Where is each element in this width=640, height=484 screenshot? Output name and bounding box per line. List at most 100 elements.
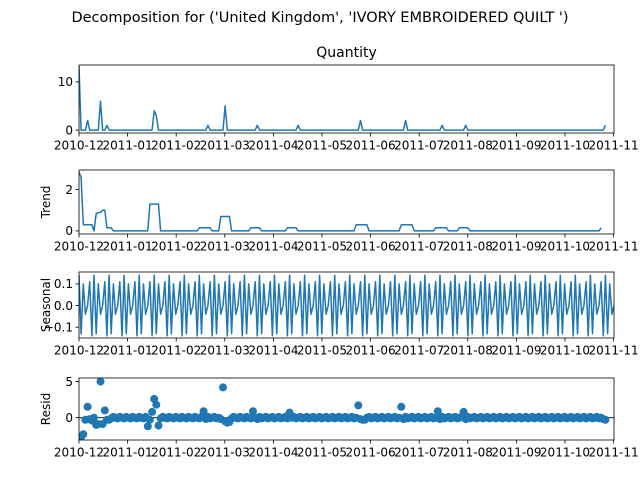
x-tick-label: 2011-07	[394, 344, 444, 358]
x-tick-label: 2011-01	[103, 139, 153, 153]
series-line	[79, 171, 602, 232]
resid-point	[459, 407, 468, 416]
plot-area	[79, 274, 614, 337]
x-tick-label: 2011-10	[540, 446, 590, 460]
x-tick-label: 2011-09	[491, 344, 541, 358]
x-tick-label: 2011-04	[248, 446, 298, 460]
x-tick-label: 2011-06	[346, 139, 396, 153]
resid-point	[152, 400, 161, 409]
subplot-4: Resid 052010-122011-012011-022011-032011-…	[39, 375, 639, 460]
resid-point	[83, 402, 92, 411]
subplot-2: Trend022010-122011-012011-022011-032011-…	[39, 169, 639, 254]
x-tick-label: 2011-03	[200, 240, 250, 254]
resid-point	[360, 415, 369, 424]
y-axis-label: Resid	[39, 393, 53, 425]
y-tick-label: 10	[58, 75, 73, 89]
y-tick-label: −0.1	[44, 320, 73, 334]
resid-point	[601, 415, 610, 424]
y-axis-label: Trend	[39, 186, 53, 220]
series-line	[79, 65, 607, 131]
y-tick-label: 5	[65, 375, 73, 389]
x-tick-label: 2011-03	[200, 139, 250, 153]
x-tick-label: 2011-08	[443, 240, 493, 254]
axes-frame	[78, 377, 615, 441]
x-tick-label: 2010-12	[54, 139, 104, 153]
figure-suptitle: Decomposition for ('United Kingdom', 'IV…	[71, 10, 568, 26]
resid-point	[105, 415, 114, 424]
resid-point	[225, 418, 234, 426]
x-tick-label: 2011-08	[443, 344, 493, 358]
resid-point	[143, 422, 152, 431]
x-tick-label: 2011-09	[491, 446, 541, 460]
y-tick-label: 0	[65, 224, 73, 238]
x-tick-label: 2011-05	[297, 344, 347, 358]
x-tick-label: 2011-10	[540, 344, 590, 358]
subplot-title: Quantity	[316, 45, 377, 61]
resid-point	[145, 415, 154, 424]
resid-point	[100, 406, 109, 415]
x-tick-label: 2011-01	[103, 344, 153, 358]
resid-point	[219, 383, 227, 392]
resid-point	[148, 407, 157, 416]
resid-point	[433, 407, 442, 416]
x-tick-label: 2011-07	[394, 240, 444, 254]
x-tick-label: 2011-04	[248, 139, 298, 153]
x-tick-label: 2011-01	[103, 446, 153, 460]
resid-point	[397, 402, 406, 411]
axes-frame	[78, 169, 615, 235]
axes-frame	[78, 271, 615, 339]
x-tick-label: 2011-09	[491, 139, 541, 153]
x-tick-label: 2011-06	[346, 240, 396, 254]
x-tick-label: 2011-09	[491, 240, 541, 254]
resid-point	[96, 378, 105, 386]
x-tick-label: 2011-11	[589, 344, 639, 358]
x-tick-label: 2011-11	[589, 139, 639, 153]
axes-frame	[78, 64, 615, 134]
x-tick-label: 2011-05	[297, 240, 347, 254]
y-tick-label: 0.1	[54, 277, 73, 291]
x-tick-label: 2011-11	[589, 446, 639, 460]
x-tick-label: 2011-04	[248, 240, 298, 254]
resid-point	[199, 407, 208, 416]
x-tick-label: 2011-08	[443, 139, 493, 153]
x-tick-label: 2011-02	[151, 139, 201, 153]
x-tick-label: 2011-08	[443, 446, 493, 460]
x-tick-label: 2011-03	[200, 446, 250, 460]
subplot-panels: Quantity0102010-122011-012011-022011-032…	[39, 45, 639, 460]
x-tick-label: 2011-02	[151, 240, 201, 254]
x-tick-label: 2011-05	[297, 139, 347, 153]
resid-point	[154, 421, 163, 430]
x-tick-label: 2011-06	[346, 446, 396, 460]
resid-point	[249, 407, 257, 416]
x-tick-label: 2011-03	[200, 344, 250, 358]
y-tick-label: 0.0	[54, 299, 73, 313]
plot-area	[79, 65, 607, 131]
x-tick-label: 2011-10	[540, 240, 590, 254]
resid-point	[90, 413, 98, 422]
resid-point	[354, 401, 363, 410]
x-tick-label: 2011-11	[589, 240, 639, 254]
x-tick-label: 2010-12	[54, 446, 104, 460]
seasonal-line	[79, 274, 614, 337]
x-tick-label: 2010-12	[54, 344, 104, 358]
x-tick-label: 2011-07	[394, 446, 444, 460]
y-tick-label: 0	[65, 123, 73, 137]
x-tick-label: 2011-01	[103, 240, 153, 254]
x-tick-label: 2011-06	[346, 344, 396, 358]
y-tick-label: 2	[65, 183, 73, 197]
resid-point	[79, 430, 88, 439]
x-tick-label: 2011-02	[151, 344, 201, 358]
resid-point	[285, 408, 294, 417]
x-tick-label: 2011-05	[297, 446, 347, 460]
x-tick-label: 2011-07	[394, 139, 444, 153]
x-tick-label: 2011-02	[151, 446, 201, 460]
x-tick-label: 2010-12	[54, 240, 104, 254]
x-tick-label: 2011-04	[248, 344, 298, 358]
y-axis-label: Seasonal	[39, 278, 53, 332]
y-tick-label: 0	[65, 411, 73, 425]
x-tick-label: 2011-10	[540, 139, 590, 153]
plot-area	[79, 378, 614, 440]
subplot-1: Quantity0102010-122011-012011-022011-032…	[54, 45, 639, 153]
